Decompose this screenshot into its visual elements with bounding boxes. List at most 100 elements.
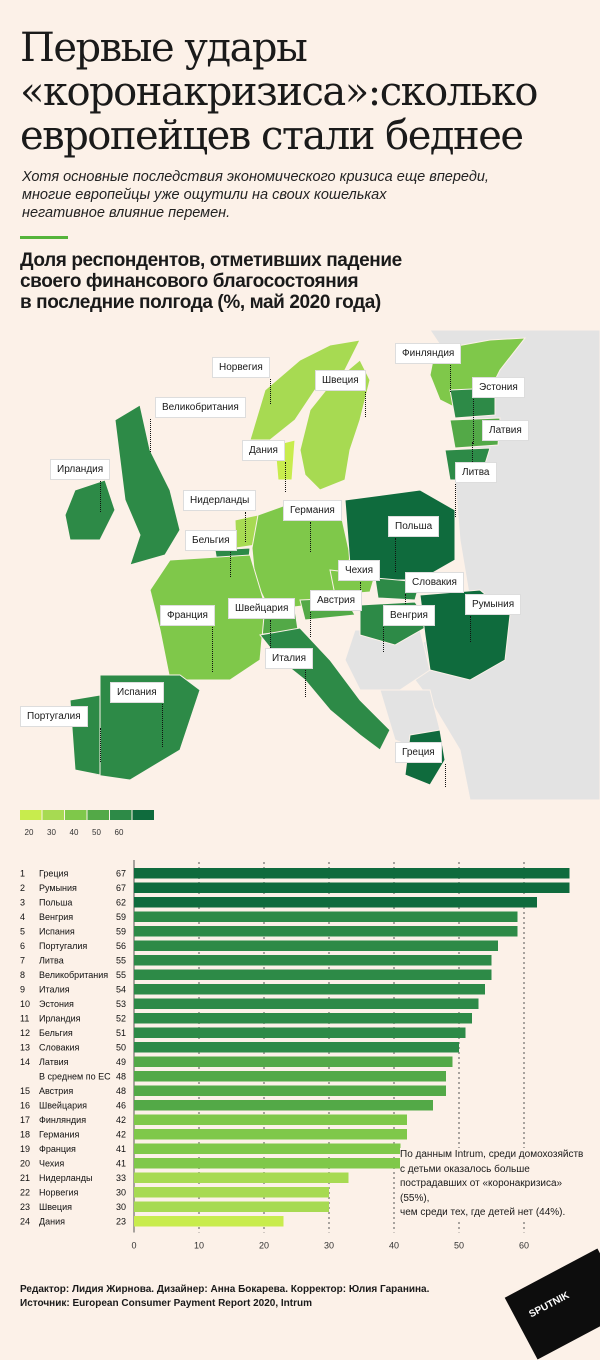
credits-staff: Редактор: Лидия Жирнова. Дизайнер: Анна … (20, 1284, 430, 1295)
bar-value-label: 41 (116, 1159, 126, 1169)
bar-value-label: 53 (116, 999, 126, 1009)
map-label: Латвия (482, 420, 529, 441)
bar (134, 1129, 407, 1140)
bar-category-label: Латвия (39, 1057, 69, 1067)
bar-category-label: Эстония (39, 999, 74, 1009)
map-label-leader (270, 379, 271, 404)
map-label: Нидерланды (183, 490, 257, 511)
legend-swatch (132, 810, 154, 820)
bar-category-label: Италия (39, 985, 70, 995)
bar-rank: 24 (20, 1217, 30, 1227)
bar-category-label: Португалия (39, 941, 87, 951)
region-швеция (299, 359, 371, 491)
map-label-leader (100, 728, 101, 762)
map-label: Португалия (20, 706, 88, 727)
bar-value-label: 52 (116, 1014, 126, 1024)
bar-rank: 19 (20, 1144, 30, 1154)
bar-category-label: Испания (39, 927, 75, 937)
bar (134, 868, 570, 879)
map-label-leader (230, 552, 231, 577)
region-великобритания (114, 404, 181, 566)
bar-rank: 22 (20, 1188, 30, 1198)
bar-rank: 2 (20, 883, 25, 893)
map-label: Испания (110, 682, 164, 703)
legend-tick: 60 (115, 828, 124, 837)
bar-category-label: Франция (39, 1144, 76, 1154)
bar (134, 1100, 433, 1111)
bar-category-label: Польша (39, 898, 72, 908)
bar-category-label: Швеция (39, 1202, 72, 1212)
bar-rank: 9 (20, 985, 25, 995)
bar-category-label: Австрия (39, 1086, 73, 1096)
bar-category-label: Норвегия (39, 1188, 79, 1198)
x-tick-label: 40 (389, 1241, 399, 1251)
bar-rank: 10 (20, 999, 30, 1009)
x-tick-label: 60 (519, 1241, 529, 1251)
map-label: Германия (283, 500, 342, 521)
legend-swatch (87, 810, 109, 820)
page-title: Первые удары «коронакризиса»:сколько евр… (20, 25, 538, 159)
bar-rank: 20 (20, 1159, 30, 1169)
bar-rank: 18 (20, 1130, 30, 1140)
bar-value-label: 41 (116, 1144, 126, 1154)
bar (134, 984, 485, 995)
logo-text: SPUTNIK (527, 1289, 572, 1321)
map-label: Финляндия (395, 343, 462, 364)
map-label: Великобритания (155, 397, 246, 418)
bar-category-label: Финляндия (39, 1115, 86, 1125)
map-label: Италия (265, 648, 314, 669)
map-label: Швеция (315, 370, 366, 391)
map-label-leader (445, 764, 446, 787)
credits: Редактор: Лидия Жирнова. Дизайнер: Анна … (20, 1283, 429, 1311)
map-label-leader (285, 462, 286, 492)
map-label-leader (245, 512, 246, 542)
bar-value-label: 67 (116, 883, 126, 893)
credits-source: Источник: European Consumer Payment Repo… (20, 1298, 312, 1309)
map-label-leader (305, 670, 306, 697)
region-норвегия (249, 339, 361, 441)
map-label-leader (455, 484, 456, 517)
bar-rank: 1 (20, 869, 25, 879)
map-label-leader (365, 392, 366, 417)
map-label-leader (383, 627, 384, 652)
bar (134, 1216, 284, 1227)
bar-rank: 13 (20, 1043, 30, 1053)
bar-chart: 0 10 20 30 40 50 601 Греция 672 Румыния 673 Польша 6… (20, 860, 570, 1251)
bar-value-label: 23 (116, 1217, 126, 1227)
bar-value-label: 30 (116, 1202, 126, 1212)
bar (134, 955, 492, 966)
bar-value-label: 55 (116, 970, 126, 980)
bar-rank: 16 (20, 1101, 30, 1111)
bar-category-label: Венгрия (39, 912, 73, 922)
map-label: Австрия (310, 590, 363, 611)
bar-value-label: 55 (116, 956, 126, 966)
bar-rank: 4 (20, 912, 25, 922)
bar-value-label: 30 (116, 1188, 126, 1198)
bar-rank: 15 (20, 1086, 30, 1096)
bar-category-label: Нидерланды (39, 1173, 92, 1183)
bar-value-label: 56 (116, 941, 126, 951)
bar-category-label: Чехия (39, 1159, 64, 1169)
map-label-leader (310, 522, 311, 552)
bar-value-label: 46 (116, 1101, 126, 1111)
map-label: Бельгия (185, 530, 237, 551)
bar-category-label: В среднем по ЕС (39, 1072, 111, 1082)
bar-value-label: 42 (116, 1115, 126, 1125)
x-tick-label: 30 (324, 1241, 334, 1251)
bar (134, 1114, 407, 1125)
map-label: Словакия (405, 572, 464, 593)
map-label-leader (395, 538, 396, 572)
bar (134, 940, 498, 951)
legend-tick: 40 (70, 828, 79, 837)
bar (134, 926, 518, 937)
bar (134, 911, 518, 922)
bar (134, 882, 570, 893)
bar-category-label: Швейцария (39, 1101, 87, 1111)
legend-swatch (65, 810, 87, 820)
map-label: Венгрия (383, 605, 435, 626)
map-label: Литва (455, 462, 497, 483)
bar-value-label: 51 (116, 1028, 126, 1038)
bar (134, 1187, 329, 1198)
bar-category-label: Ирландия (39, 1014, 81, 1024)
bar-category-label: Словакия (39, 1043, 80, 1053)
